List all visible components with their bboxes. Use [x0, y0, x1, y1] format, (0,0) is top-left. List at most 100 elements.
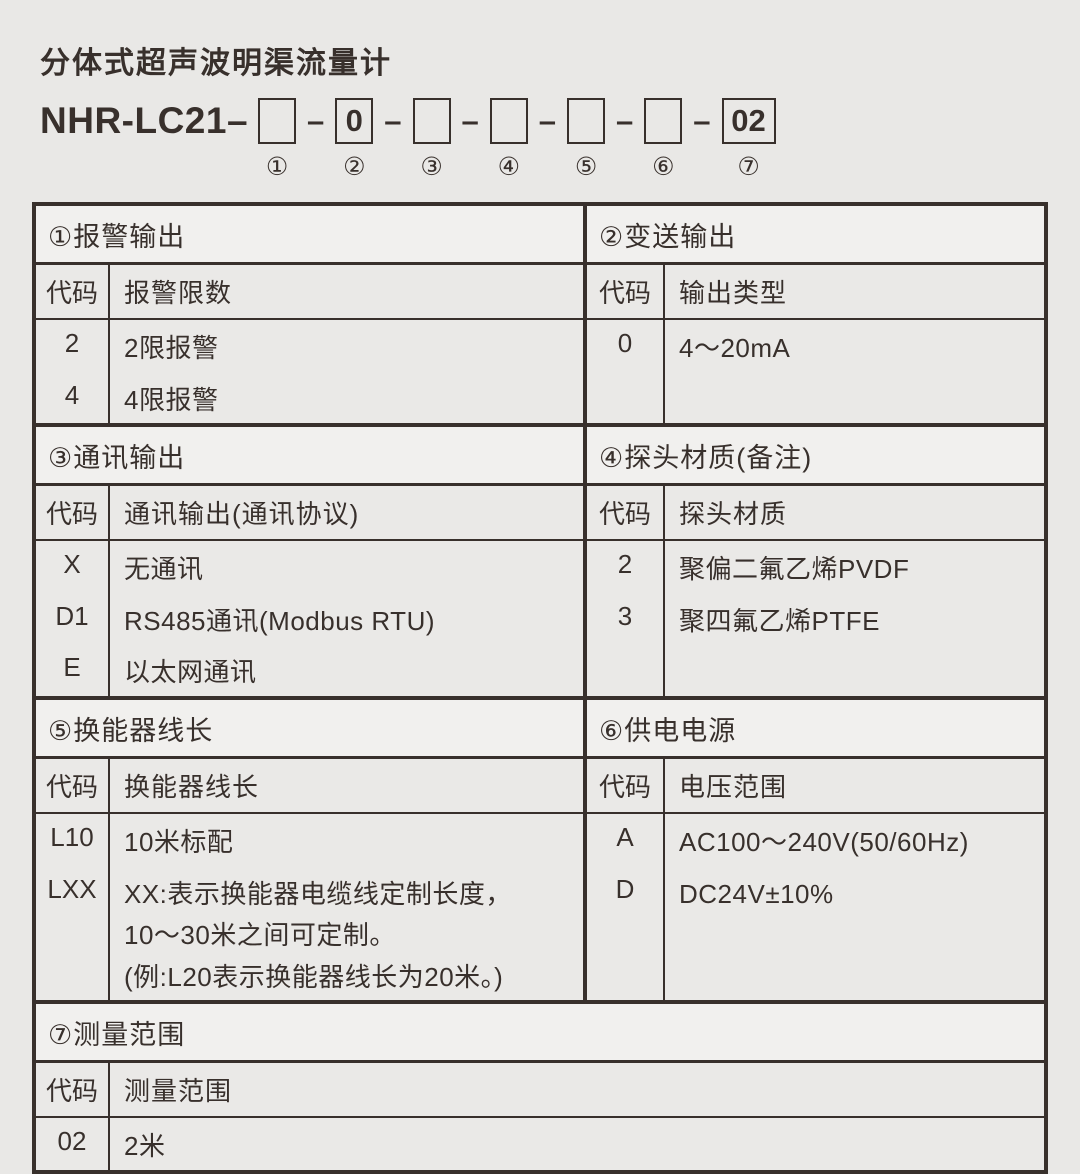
- code-column-header: 代码: [587, 486, 665, 540]
- desc-cell: AC100～240V(50/60Hz): [679, 826, 969, 857]
- table-row: 4 4限报警: [36, 371, 583, 424]
- section-title: ①报警输出: [36, 206, 583, 265]
- column-header-row: 代码 输出类型: [587, 265, 1044, 320]
- desc-cell: 2限报警: [124, 333, 219, 363]
- table-row: LXX XX:表示换能器电缆线定制长度， 10～30米之间可定制。 (例:L20…: [36, 865, 583, 1001]
- model-segment-6: ⑥: [644, 98, 683, 181]
- table-row: 2 2限报警: [36, 320, 583, 372]
- column-header-row: 代码 报警限数: [36, 265, 583, 320]
- model-box-6: [644, 98, 683, 144]
- code-column-header: 代码: [36, 486, 110, 540]
- desc-cell: 聚偏二氟乙烯PVDF: [679, 554, 910, 585]
- model-box-2: 0: [335, 98, 374, 144]
- ordering-code-table: ①报警输出 代码 报警限数 2 2限报警 4 4限报警 ②变送输出 代码 输出类…: [32, 202, 1048, 1174]
- section-rows: 02 2米: [36, 1118, 1044, 1170]
- table-row: 3 聚四氟乙烯PTFE: [587, 592, 1044, 696]
- table-row: E 以太网通讯: [36, 644, 583, 696]
- segment-dash: –: [616, 103, 634, 138]
- desc-column-header: 电压范围: [679, 771, 788, 802]
- section-rows: 0 4～20mA: [587, 320, 1044, 424]
- code-column-header: 代码: [36, 265, 110, 318]
- code-cell: LXX: [36, 865, 110, 1001]
- section-rows: A AC100～240V(50/60Hz) D DC24V±10%: [587, 813, 1044, 1001]
- desc-cell: 聚四氟乙烯PTFE: [679, 605, 880, 636]
- code-cell: D1: [36, 592, 110, 645]
- table-row: 2 聚偏二氟乙烯PVDF: [587, 541, 1044, 593]
- segment-number-3: ③: [420, 153, 443, 181]
- section-transmit-output: ②变送输出 代码 输出类型 0 4～20mA: [583, 206, 1044, 424]
- section-title: ⑤换能器线长: [36, 699, 583, 759]
- table-band-1: ①报警输出 代码 报警限数 2 2限报警 4 4限报警 ②变送输出 代码 输出类…: [36, 206, 1044, 428]
- section-rows: L10 10米标配 LXX XX:表示换能器电缆线定制长度， 10～30米之间可…: [36, 813, 583, 1001]
- code-cell: X: [36, 541, 110, 593]
- table-band-4: ⑦测量范围 代码 测量范围 02 2米: [36, 1004, 1044, 1170]
- model-segment-5: ⑤: [567, 98, 606, 180]
- code-cell: 2: [587, 541, 665, 593]
- document-header: 分体式超声波明渠流量计 NHR-LC21– ① – 0 ② – ③ – ④ – …: [0, 0, 1080, 180]
- segment-number-4: ④: [497, 153, 520, 181]
- model-box-1: [258, 98, 297, 144]
- section-title: ⑦测量范围: [36, 1004, 1044, 1064]
- table-row: D DC24V±10%: [587, 865, 1044, 1001]
- desc-column-header: 换能器线长: [124, 771, 260, 802]
- code-cell: D: [587, 865, 665, 1001]
- desc-line: (例:L20表示换能器线长为20米。): [124, 961, 504, 992]
- section-rows: X 无通讯 D1 RS485通讯(Modbus RTU) E 以太网通讯: [36, 541, 583, 696]
- desc-cell: 10米标配: [124, 826, 234, 857]
- table-row: L10 10米标配: [36, 813, 583, 866]
- segment-number-6: ⑥: [652, 153, 675, 181]
- section-rows: 2 2限报警 4 4限报警: [36, 320, 583, 424]
- model-box-4: [489, 98, 528, 144]
- segment-dash: –: [461, 103, 479, 138]
- column-header-row: 代码 电压范围: [587, 758, 1044, 814]
- product-title: 分体式超声波明渠流量计: [40, 47, 392, 80]
- segment-dash: –: [538, 103, 557, 138]
- model-segment-4: ④: [489, 98, 528, 181]
- section-title: ④探头材质(备注): [587, 427, 1044, 487]
- desc-column-header: 输出类型: [679, 278, 788, 308]
- desc-cell: RS485通讯(Modbus RTU): [124, 605, 436, 636]
- code-column-header: 代码: [587, 758, 665, 812]
- model-box-3: [412, 98, 451, 144]
- desc-column-header: 报警限数: [124, 278, 233, 308]
- code-cell: 0: [587, 320, 665, 424]
- desc-cell: 4限报警: [124, 384, 219, 415]
- code-cell: A: [587, 813, 665, 866]
- segment-number-1: ①: [265, 153, 289, 181]
- column-header-row: 代码 测量范围: [36, 1063, 1044, 1119]
- segment-dash: –: [307, 103, 325, 138]
- segment-number-7: ⑦: [737, 153, 760, 181]
- column-header-row: 代码 换能器线长: [36, 758, 583, 814]
- section-title: ②变送输出: [587, 206, 1044, 265]
- section-communication-output: ③通讯输出 代码 通讯输出(通讯协议) X 无通讯 D1 RS485通讯(Mod…: [36, 427, 583, 696]
- segment-dash: –: [693, 103, 711, 138]
- desc-cell: DC24V±10%: [679, 878, 834, 909]
- desc-cell: XX:表示换能器电缆线定制长度， 10～30米之间可定制。 (例:L20表示换能…: [110, 866, 583, 1001]
- section-title: ⑥供电电源: [587, 699, 1044, 759]
- segment-dash: –: [384, 103, 402, 138]
- code-cell: L10: [36, 813, 110, 866]
- desc-line: XX:表示换能器电缆线定制长度，: [124, 878, 512, 909]
- table-band-3: ⑤换能器线长 代码 换能器线长 L10 10米标配 LXX XX:表示换能器电缆…: [36, 699, 1044, 1005]
- table-row: A AC100～240V(50/60Hz): [587, 813, 1044, 866]
- section-title: ③通讯输出: [36, 427, 583, 487]
- desc-cell: 4～20mA: [679, 333, 791, 363]
- model-box-5: [567, 98, 606, 144]
- model-segment-7: 02 ⑦: [721, 98, 776, 181]
- code-column-header: 代码: [587, 265, 665, 318]
- model-box-7: 02: [721, 98, 776, 144]
- table-band-2: ③通讯输出 代码 通讯输出(通讯协议) X 无通讯 D1 RS485通讯(Mod…: [36, 427, 1044, 700]
- desc-column-header: 探头材质: [679, 499, 788, 530]
- desc-column-header: 通讯输出(通讯协议): [124, 499, 360, 530]
- section-alarm-output: ①报警输出 代码 报警限数 2 2限报警 4 4限报警: [36, 206, 583, 424]
- code-cell: 4: [36, 371, 110, 424]
- model-segment-1: ①: [258, 98, 297, 181]
- table-row: 0 4～20mA: [587, 320, 1044, 424]
- section-probe-material: ④探头材质(备注) 代码 探头材质 2 聚偏二氟乙烯PVDF 3 聚四氟乙烯PT…: [583, 427, 1044, 696]
- table-row: 02 2米: [36, 1118, 1044, 1170]
- model-segment-2: 0 ②: [335, 98, 374, 180]
- desc-line: 10～30米之间可定制。: [124, 920, 396, 951]
- model-prefix: NHR-LC21–: [40, 100, 249, 141]
- code-column-header: 代码: [36, 758, 110, 812]
- code-cell: 3: [587, 592, 665, 696]
